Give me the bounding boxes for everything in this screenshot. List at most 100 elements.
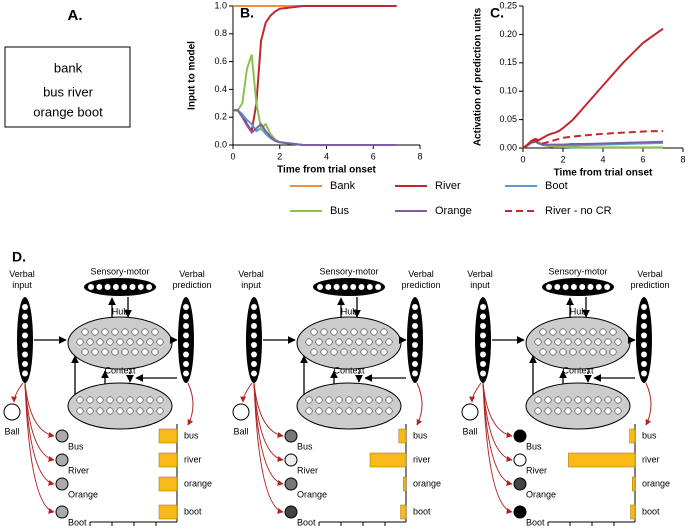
unit xyxy=(365,338,373,346)
bar xyxy=(158,428,178,444)
unit xyxy=(141,348,149,356)
unit xyxy=(156,396,164,404)
prediction-layer xyxy=(636,297,652,383)
unit xyxy=(250,322,258,330)
unit xyxy=(330,328,338,336)
context-layer xyxy=(67,382,173,430)
word-label: Orange xyxy=(68,489,98,499)
unit xyxy=(479,341,487,349)
unit xyxy=(76,407,84,415)
series-line xyxy=(522,129,664,149)
unit xyxy=(411,322,419,330)
panel-label: D. xyxy=(12,249,26,265)
unit xyxy=(479,370,487,377)
unit xyxy=(316,283,324,291)
bar-label: bus xyxy=(413,430,428,440)
unit xyxy=(21,322,29,330)
unit xyxy=(564,407,572,415)
label: Hub xyxy=(570,306,587,316)
unit xyxy=(411,351,419,358)
unit xyxy=(315,407,323,415)
unit xyxy=(380,328,388,336)
red-arrow xyxy=(482,382,513,462)
label: Sensory-motor xyxy=(90,266,149,276)
series-line xyxy=(233,109,397,146)
unit xyxy=(640,360,648,368)
red-arrow xyxy=(24,382,55,486)
unit xyxy=(345,396,353,404)
ball-node xyxy=(232,403,250,421)
unit xyxy=(594,407,602,415)
x-tick-label: 0 xyxy=(520,154,525,164)
unit xyxy=(640,322,648,330)
unit xyxy=(360,348,368,356)
bar xyxy=(630,504,636,520)
bar xyxy=(629,428,636,444)
bar-label: river xyxy=(413,454,431,464)
word-label: River xyxy=(526,465,547,475)
sensory-layer xyxy=(84,278,156,296)
unit xyxy=(595,283,603,291)
series-line xyxy=(522,27,664,149)
label: Verbal prediction xyxy=(401,269,440,290)
unit xyxy=(250,332,258,339)
panel-label: B. xyxy=(240,5,254,21)
unit xyxy=(131,328,139,336)
label: Verbal prediction xyxy=(630,269,669,290)
unit xyxy=(411,332,419,339)
context-layer xyxy=(525,382,631,430)
unit xyxy=(121,328,129,336)
unit xyxy=(374,283,382,291)
unit xyxy=(21,313,29,320)
unit xyxy=(574,407,582,415)
unit xyxy=(146,396,154,404)
unit xyxy=(534,338,542,346)
unit xyxy=(569,328,577,336)
word: bus river xyxy=(43,84,94,99)
unit xyxy=(305,407,313,415)
unit xyxy=(315,396,323,404)
word-node xyxy=(55,453,69,467)
unit xyxy=(385,396,393,404)
unit xyxy=(182,313,190,320)
unit xyxy=(106,338,114,346)
unit xyxy=(310,328,318,336)
unit xyxy=(250,303,258,311)
unit xyxy=(335,407,343,415)
unit xyxy=(411,360,419,368)
unit xyxy=(182,341,190,349)
y-tick-label: 0.2 xyxy=(214,112,227,122)
unit xyxy=(640,351,648,358)
verbal-input-layer xyxy=(246,297,262,383)
unit xyxy=(559,348,567,356)
red-arrow xyxy=(11,382,24,403)
word: orange boot xyxy=(33,104,103,119)
label: Verbal input xyxy=(9,269,35,290)
red-arrow xyxy=(24,382,55,462)
unit xyxy=(120,283,128,291)
unit xyxy=(345,338,353,346)
x-tick-label: 4 xyxy=(324,151,329,161)
label-line: Verbal xyxy=(9,269,35,279)
y-tick-label: 0.6 xyxy=(214,56,227,66)
legend-label: Orange xyxy=(435,205,472,217)
unit xyxy=(156,338,164,346)
bar xyxy=(158,452,178,468)
unit xyxy=(146,407,154,415)
unit xyxy=(21,360,29,368)
unit xyxy=(599,348,607,356)
prediction-layer xyxy=(407,297,423,383)
red-arrow xyxy=(253,382,284,462)
x-tick-label: 2 xyxy=(560,154,565,164)
unit xyxy=(111,328,119,336)
bar xyxy=(398,428,407,444)
word-node xyxy=(284,429,298,443)
unit xyxy=(182,360,190,368)
label-line: input xyxy=(470,280,490,290)
bar-label: river xyxy=(642,454,660,464)
y-tick-label: 0.4 xyxy=(214,84,227,94)
unit xyxy=(375,396,383,404)
bar xyxy=(158,476,178,492)
unit xyxy=(554,396,562,404)
unit xyxy=(21,332,29,339)
